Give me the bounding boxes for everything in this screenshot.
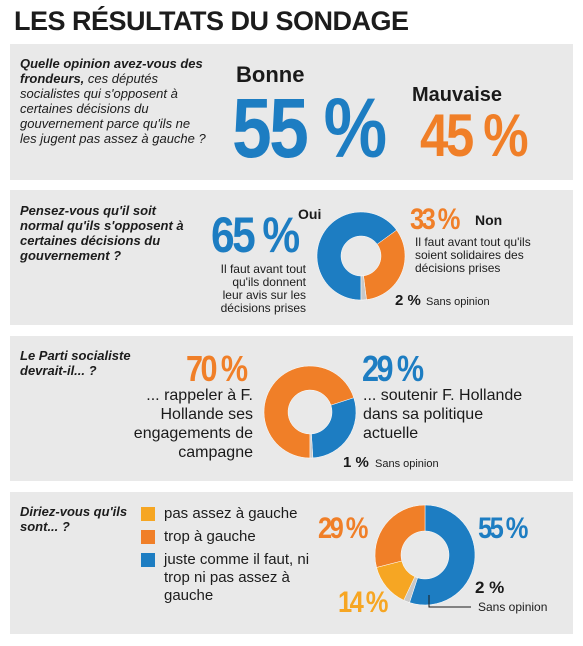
q3-b-value: 29 % (362, 348, 424, 389)
panel-diriez (10, 492, 573, 634)
q2-none-value: 2 % (395, 292, 421, 309)
legend-swatch-orange (141, 530, 155, 544)
legend-swatch-yellow (141, 507, 155, 521)
page-title: LES RÉSULTATS DU SONDAGE (14, 6, 409, 36)
q3-none-value: 1 % (343, 454, 369, 471)
q4-yellow-value: 14 % (338, 586, 388, 619)
q1-good-label: Bonne (236, 62, 305, 87)
q3-b-text: ... soutenir F. Hollande dans sa politiq… (363, 387, 523, 442)
q2-no-note: Il faut avant tout qu'ils soient solidai… (415, 235, 531, 275)
q2-none-label: Sans opinion (426, 296, 490, 308)
q3-a-value: 70 % (186, 348, 248, 389)
q4-none-leader-line (428, 595, 471, 608)
q1-bad-label: Mauvaise (412, 84, 503, 106)
q2-yes-value: 65 % (211, 207, 300, 263)
panel-opinion (10, 44, 573, 180)
q2-donut-chart (316, 211, 406, 301)
q4-none-value: 2 % (475, 578, 505, 597)
q2-question: Pensez-vous qu'il soit normal qu'ils s'o… (20, 203, 184, 263)
q4-donut-chart (374, 504, 476, 606)
q4-question: Diriez-vous qu'ils sont... ? (20, 504, 128, 534)
q2-slice-0 (316, 211, 397, 301)
q4-slice-3 (374, 504, 426, 568)
legend-item-juste: juste comme il faut, ni trop ni pas asse… (164, 551, 310, 604)
q2-yes-note: Il faut avant tout qu'ils donnent leur a… (220, 262, 306, 315)
q2-slice-1 (363, 229, 406, 300)
q3-none-label: Sans opinion (375, 458, 439, 470)
legend-item-pas-assez: pas assez à gauche (164, 505, 298, 522)
q3-slice-2 (309, 433, 314, 459)
panel-normal (10, 190, 573, 325)
legend-item-trop: trop à gauche (164, 528, 256, 545)
q2-no-label: Non (475, 212, 503, 228)
q3-question: Le Parti socialiste devrait-il... ? (20, 348, 131, 378)
q2-slice-2 (360, 275, 367, 301)
q2-yes-label: Oui (298, 206, 322, 222)
q4-slice-0 (409, 504, 476, 606)
legend-swatch-blue (141, 553, 155, 567)
q1-question-rest: ces députés socialistes qui s'opposent à… (20, 71, 206, 146)
q3-slice-0 (263, 365, 355, 459)
q2-no-value: 33 % (410, 203, 460, 236)
q3-a-text: ... rappeler à F. Hollande ses engagemen… (133, 387, 253, 461)
q3-donut-chart (263, 365, 357, 459)
q4-orange-value: 29 % (318, 512, 368, 545)
panel-parti (10, 336, 573, 481)
q4-none-label: Sans opinion (478, 600, 548, 614)
q1-question-bold: Quelle opinion avez-vous des frondeurs, (20, 56, 203, 86)
q4-blue-value: 55 % (478, 512, 528, 545)
q1-question: Quelle opinion avez-vous des frondeurs, … (20, 56, 210, 146)
q1-good-value: 55 % (232, 81, 387, 175)
q1-bad-value: 45 % (420, 102, 529, 169)
q3-slice-1 (311, 397, 357, 459)
